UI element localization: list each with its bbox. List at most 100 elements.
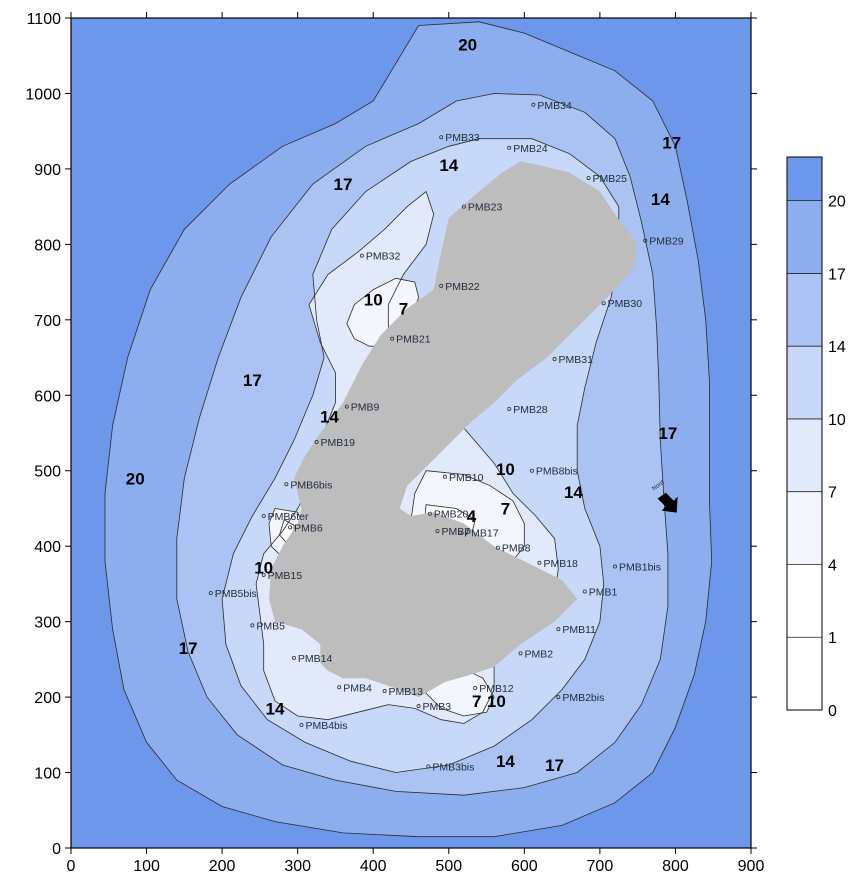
well-label: PMB6bis — [290, 479, 332, 491]
legend-level-label: 20 — [828, 194, 846, 211]
well-marker — [461, 204, 466, 209]
well-marker — [643, 238, 648, 243]
well-marker — [439, 135, 444, 140]
well-label: PMB6 — [294, 522, 323, 534]
well-label: PMB28 — [513, 404, 548, 416]
well-marker — [518, 651, 523, 656]
well-marker — [284, 482, 289, 487]
well-marker — [556, 627, 561, 632]
north-arrow-icon — [657, 492, 678, 513]
contour-value-label: 7 — [501, 499, 510, 518]
plot-frame — [70, 17, 752, 849]
well-marker — [458, 530, 463, 535]
x-tick-label: 900 — [738, 858, 765, 875]
well-marker — [586, 175, 591, 180]
legend-swatch — [787, 491, 822, 565]
x-tick-label: 0 — [67, 858, 76, 875]
well-marker — [439, 283, 444, 288]
contour-value-label: 17 — [334, 175, 353, 194]
y-tick-label: 500 — [34, 464, 61, 481]
contour-value-label: 14 — [439, 156, 458, 175]
well-marker — [613, 564, 618, 569]
contour-value-label: 14 — [266, 699, 285, 718]
y-tick-label: 0 — [52, 841, 61, 858]
contour-value-label: 20 — [458, 35, 477, 54]
well-label: PMB1 — [589, 586, 618, 598]
legend-swatch — [787, 418, 822, 492]
contour-value-label: 7 — [472, 692, 481, 711]
legend-swatch — [787, 157, 822, 201]
monitoring-wells: PMB34PMB33PMB24PMB25PMB23PMB29PMB32PMB22… — [208, 100, 684, 774]
well-marker — [288, 525, 293, 530]
well-label: PMB23 — [468, 202, 503, 214]
well-label: PMB21 — [396, 334, 431, 346]
well-label: PMB2 — [525, 648, 554, 660]
y-tick-label: 1000 — [25, 86, 61, 103]
contour-labels: 20 17 17 14 14 10 7 17 14 20 10 14 17 7 4 10 17 14 7 10 14 17 — [126, 35, 681, 775]
well-label: PMB13 — [389, 686, 424, 698]
well-marker — [337, 685, 342, 690]
well-label: PMB25 — [593, 173, 628, 185]
well-label: PMB1bis — [619, 562, 661, 574]
contour-value-label: 14 — [320, 407, 339, 426]
x-tick-label: 300 — [284, 858, 311, 875]
contour-value-label: 10 — [487, 692, 506, 711]
well-label: PMB20 — [434, 509, 469, 521]
legend-level-label: 10 — [828, 412, 846, 429]
well-marker — [435, 529, 440, 534]
legend-swatch — [787, 273, 822, 347]
axes: 0 100 200 300 400 500 600 700 800 900 0 100 200 300 40… — [25, 11, 764, 875]
well-marker — [344, 404, 349, 409]
well-label: PMB3 — [423, 701, 452, 713]
well-label: PMB3bis — [432, 762, 474, 774]
well-label: PMB11 — [562, 624, 596, 636]
well-label: PMB12 — [479, 683, 514, 695]
contour-value-label: 17 — [658, 424, 677, 443]
x-tick-label: 100 — [133, 858, 160, 875]
contour-value-label: 10 — [364, 290, 383, 309]
y-tick-label: 200 — [34, 690, 61, 707]
y-tick-label: 600 — [34, 388, 61, 405]
well-marker — [291, 655, 296, 660]
well-marker — [442, 474, 447, 479]
well-label: PMB7 — [441, 526, 470, 538]
legend-swatch — [787, 200, 822, 274]
y-tick-label: 400 — [34, 539, 61, 556]
y-tick-label: 900 — [34, 162, 61, 179]
well-label: PMB31 — [559, 354, 594, 366]
contour-value-label: 17 — [662, 134, 681, 153]
y-tick-label: 1100 — [27, 11, 62, 28]
contour-value-label: 17 — [243, 371, 262, 390]
contour-value-label: 17 — [179, 639, 198, 658]
well-marker — [601, 301, 606, 306]
contour-line-17 — [176, 93, 669, 796]
y-tick-label: 100 — [34, 766, 61, 783]
well-marker — [416, 704, 421, 709]
well-label: PMB5bis — [215, 588, 257, 600]
well-marker — [473, 686, 478, 691]
legend-level-label: 7 — [828, 485, 837, 502]
contour-line-14 — [221, 138, 620, 773]
well-marker — [426, 764, 431, 769]
contour-value-label: 14 — [651, 190, 670, 209]
legend-level-label: 17 — [828, 266, 846, 283]
well-marker — [556, 695, 561, 700]
well-label: PMB9 — [351, 402, 380, 414]
contour-value-label: 14 — [564, 483, 583, 502]
well-marker — [261, 514, 266, 519]
x-tick-label: 800 — [662, 858, 689, 875]
well-label: PMB4bis — [305, 720, 347, 732]
well-label: PMB33 — [445, 132, 480, 144]
well-label: PMB8bis — [536, 466, 578, 478]
well-label: PMB15 — [268, 570, 303, 582]
well-marker — [299, 723, 304, 728]
well-label: PMB10 — [449, 472, 484, 484]
contour-value-label: 20 — [126, 469, 145, 488]
contour-value-label: 10 — [254, 558, 273, 577]
well-label: PMB32 — [366, 251, 401, 263]
contour-value-label: 4 — [467, 507, 477, 526]
legend-level-label: 4 — [828, 557, 837, 574]
legend-swatch — [787, 564, 822, 638]
